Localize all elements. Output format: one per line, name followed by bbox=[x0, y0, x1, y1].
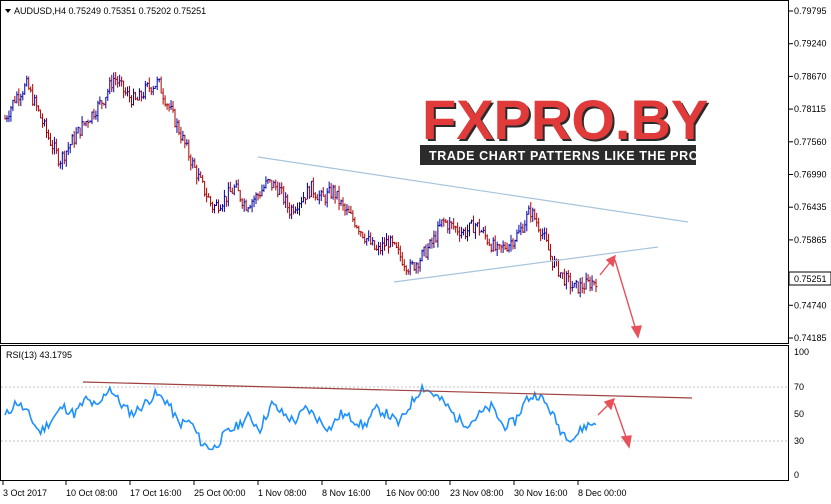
price-axis-tick: 0.78115 bbox=[794, 104, 826, 114]
price-axis-tick: 0.79795 bbox=[794, 6, 827, 16]
time-axis-tick: 30 Nov 16:00 bbox=[514, 488, 568, 498]
price-forecast-arrows bbox=[599, 254, 642, 339]
candle-series bbox=[4, 71, 598, 298]
time-axis-tick: 3 Oct 2017 bbox=[3, 488, 47, 498]
price-axis-tick: 0.76990 bbox=[794, 170, 827, 180]
rsi-axis-tick: 0 bbox=[794, 470, 799, 480]
time-axis-tick: 16 Nov 00:00 bbox=[386, 488, 440, 498]
rsi-axis: 100 70 50 30 0 bbox=[794, 347, 809, 480]
time-axis-tick: 23 Nov 08:00 bbox=[450, 488, 504, 498]
rsi-line bbox=[4, 382, 597, 451]
time-axis-tick: 17 Oct 16:00 bbox=[130, 488, 182, 498]
price-axis-tick: 0.77560 bbox=[794, 137, 827, 147]
rsi-level-lines bbox=[1, 386, 788, 442]
time-axis-tick: 25 Oct 00:00 bbox=[194, 488, 246, 498]
price-axis-tick: 0.78670 bbox=[794, 71, 827, 81]
time-axis-tick: 10 Oct 08:00 bbox=[66, 488, 118, 498]
logo-text-shadow: FXPRO.BY bbox=[424, 90, 710, 153]
price-panel[interactable] bbox=[0, 0, 789, 344]
logo-text: FXPRO.BY bbox=[422, 88, 708, 151]
symbol-dropdown-icon[interactable] bbox=[5, 9, 11, 13]
time-axis: 3 Oct 2017 10 Oct 08:00 17 Oct 16:00 25 Oct… bbox=[2, 481, 627, 498]
price-axis: 0.79795 0.79240 0.78670 0.78115 0.77560 0.769… bbox=[789, 6, 827, 343]
rsi-forecast-arrows bbox=[597, 397, 632, 449]
price-axis-tick: 0.75865 bbox=[794, 235, 827, 245]
rsi-axis-tick: 50 bbox=[794, 409, 804, 419]
time-axis-tick: 1 Nov 08:00 bbox=[258, 488, 307, 498]
current-price-tag-box bbox=[788, 271, 831, 286]
time-axis-tick: 8 Dec 00:00 bbox=[578, 488, 627, 498]
current-price-tag: 0.75251 bbox=[794, 274, 827, 284]
price-axis-tick: 0.74185 bbox=[794, 333, 827, 343]
rsi-panel[interactable] bbox=[0, 345, 789, 481]
rsi-axis-tick: 30 bbox=[794, 436, 804, 446]
rsi-trendline bbox=[82, 381, 693, 399]
price-axis-tick: 0.74740 bbox=[794, 300, 827, 310]
rsi-axis-tick: 70 bbox=[794, 382, 804, 392]
time-axis-tick: 8 Nov 16:00 bbox=[322, 488, 371, 498]
logo-tagline: TRADE CHART PATTERNS LIKE THE PROS bbox=[429, 149, 708, 163]
symbol-ohlc-label: AUDUSD,H4 0.75249 0.75351 0.75202 0.7525… bbox=[14, 6, 206, 16]
lower-trendline bbox=[393, 246, 659, 283]
price-axis-tick: 0.79240 bbox=[794, 39, 827, 49]
fxpro-logo: FXPRO.BY FXPRO.BY TRADE CHART PATTERNS L… bbox=[420, 88, 710, 165]
rsi-label: RSI(13) 43.1795 bbox=[6, 350, 72, 360]
price-axis-tick: 0.76435 bbox=[794, 202, 827, 212]
upper-trendline bbox=[257, 156, 689, 223]
rsi-axis-tick: 100 bbox=[794, 347, 809, 357]
